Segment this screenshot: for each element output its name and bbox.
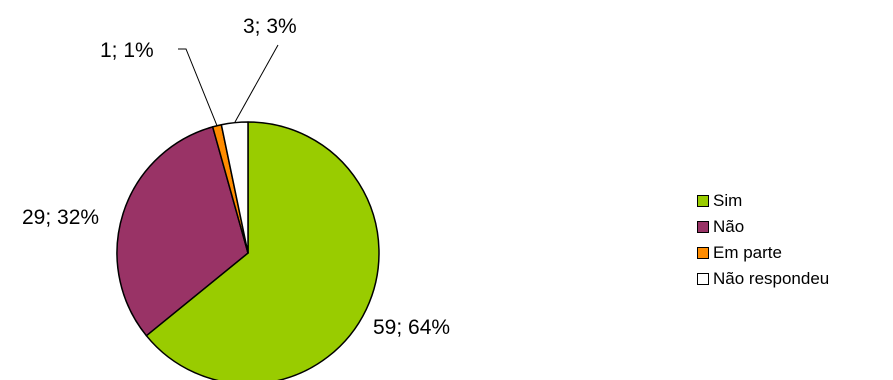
pie-slice-nao [116,126,249,337]
legend-label-nao: Não [713,217,745,236]
pie-slices [116,121,380,380]
legend-label-sim: Sim [713,191,743,210]
leader-line-nao-respondeu [234,44,279,123]
pie-slice-sim [145,121,380,380]
data-label-sim: 59; 64% [373,316,450,339]
leader-line-em-parte [178,48,218,126]
legend-item-em-parte: Em parte [697,240,829,266]
data-label-nao-respondeu: 3; 3% [243,15,297,38]
legend-swatch-nao [697,221,709,233]
legend-swatch-sim [697,195,709,207]
legend: Sim Não Em parte Não respondeu [697,188,829,292]
legend-swatch-em-parte [697,247,709,259]
data-label-em-parte: 1; 1% [100,39,154,62]
legend-item-nao: Não [697,214,829,240]
legend-label-em-parte: Em parte [713,243,782,262]
legend-swatch-nao-respondeu [697,273,709,285]
legend-item-sim: Sim [697,188,829,214]
data-label-nao: 29; 32% [22,206,99,229]
leader-lines [178,44,279,126]
legend-item-nao-respondeu: Não respondeu [697,266,829,292]
legend-label-nao-respondeu: Não respondeu [713,269,830,288]
